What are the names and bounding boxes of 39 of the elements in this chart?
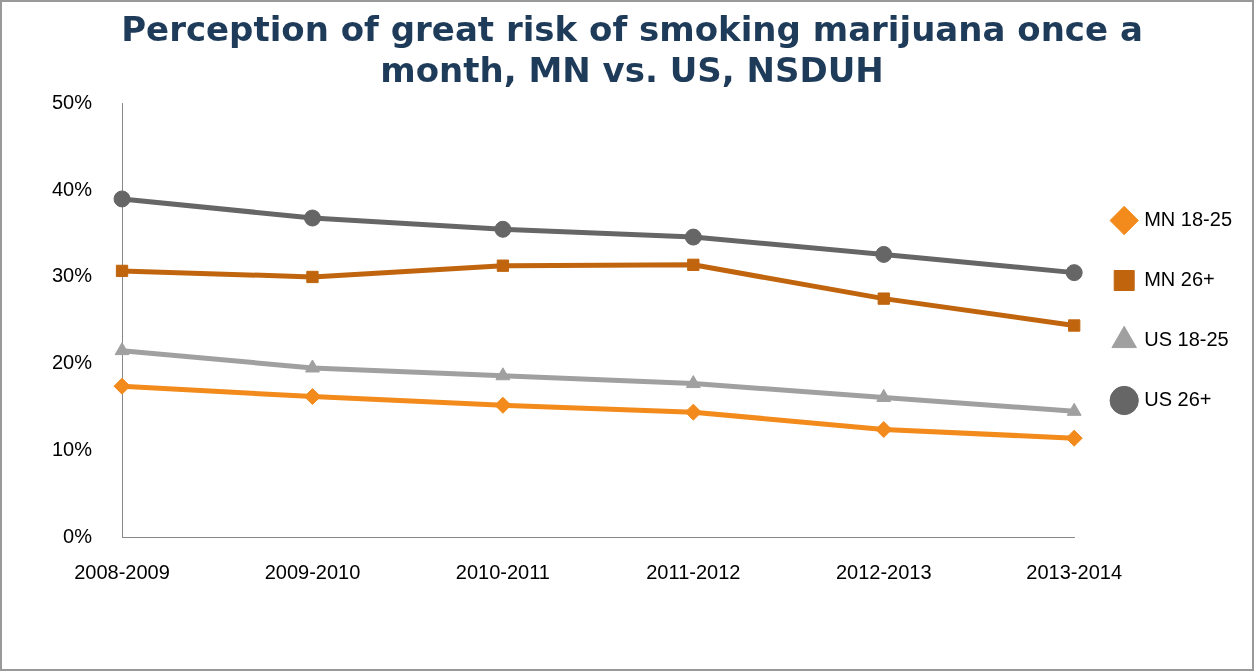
point (494, 220, 512, 238)
point (303, 209, 321, 227)
point (306, 270, 319, 284)
chart-title: Perception of great risk of smoking marijuana once a month, MN vs. US, NSDUH (121, 9, 1143, 91)
point (877, 292, 890, 305)
point (1065, 264, 1083, 282)
legend-label: US 26+ (1144, 388, 1212, 411)
y-tick-label: 30% (52, 264, 93, 287)
point (875, 245, 893, 263)
x-tick-label: 2012-2013 (835, 560, 932, 583)
y-tick-label: 20% (52, 351, 93, 374)
point (1068, 319, 1081, 332)
point (305, 359, 320, 373)
point (494, 396, 512, 414)
point (303, 388, 321, 406)
point (495, 367, 511, 381)
point (1066, 402, 1082, 416)
point (113, 190, 131, 208)
legend-label: US 18-25 (1144, 328, 1229, 351)
point (113, 377, 131, 395)
point (114, 342, 130, 356)
point (684, 228, 702, 246)
point (685, 375, 701, 389)
y-tick-label: 50% (52, 91, 93, 114)
point (876, 388, 892, 402)
y-tick-label: 0% (63, 524, 93, 547)
point (875, 421, 893, 439)
point (687, 258, 700, 271)
point (496, 259, 510, 272)
x-tick-label: 2008-2009 (74, 560, 170, 583)
point (115, 264, 129, 278)
legend-label: MN 18-25 (1144, 208, 1232, 231)
x-tick-label: 2013-2014 (1026, 560, 1123, 583)
y-tick-label: 10% (52, 437, 93, 460)
x-tick-label: 2009-2010 (264, 560, 361, 583)
y-tick-label: 40% (52, 177, 93, 200)
legend-label: MN 26+ (1144, 268, 1215, 291)
x-tick-label: 2010-2011 (455, 560, 550, 583)
x-tick-label: 2011-2012 (646, 560, 741, 583)
